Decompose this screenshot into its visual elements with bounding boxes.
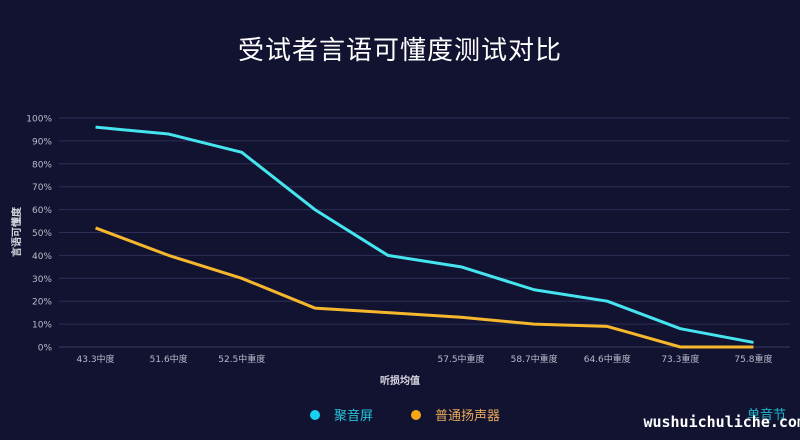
y-axis-label: 言语可懂度: [10, 206, 23, 257]
x-tick-label: 58.7中重度: [511, 353, 558, 365]
legend-label: 普通扬声器: [435, 409, 501, 424]
x-tick-label: 75.8重度: [734, 353, 772, 365]
y-tick-label: 50%: [32, 229, 52, 239]
watermark-cn: 单音节: [746, 408, 786, 423]
legend-label: 聚音屏: [334, 409, 374, 424]
grid-lines: [59, 117, 790, 348]
legend: 聚音屏 普通扬声器: [310, 405, 500, 424]
y-tick-label: 40%: [32, 252, 52, 262]
y-tick-label: 20%: [32, 298, 52, 308]
series-line: [95, 226, 754, 349]
y-axis-ticks: 0% 10% 20% 30% 40% 50% 60% 70% 80% 90% 100%: [26, 115, 52, 354]
x-tick-label: 52.5中重度: [218, 353, 265, 365]
legend-item-speaker[interactable]: 普通扬声器: [411, 405, 500, 424]
x-tick-label: 51.6中度: [150, 353, 188, 365]
x-tick-label: 64.6中重度: [584, 353, 631, 365]
y-tick-label: 10%: [32, 321, 52, 331]
x-tick-label: 73.3重度: [661, 353, 699, 365]
x-tick-label: 43.3中度: [77, 353, 115, 365]
y-tick-label: 0%: [38, 344, 53, 354]
series-lines: [95, 125, 754, 349]
line-chart: 0% 10% 20% 30% 40% 50% 60% 70% 80% 90% 100% 43.3中度…: [10, 115, 790, 387]
series-dot-icon: [310, 409, 320, 420]
x-axis-ticks: 43.3中度 51.6中度 52.5中重度 57.5中重度 58.7中重度 64.6中重度…: [77, 353, 773, 365]
chart-title: 受试者言语可懂度测试对比: [237, 36, 562, 66]
watermark-url: wushuichuliche.com: [643, 413, 800, 431]
y-tick-label: 100%: [26, 115, 52, 125]
y-tick-label: 80%: [32, 160, 52, 170]
legend-item-jyp[interactable]: 聚音屏: [310, 405, 373, 424]
series-dot-icon: [411, 409, 422, 420]
x-tick-label: 57.5中重度: [438, 353, 485, 365]
y-tick-label: 30%: [32, 275, 52, 285]
x-axis-label: 听损均值: [380, 374, 420, 387]
y-tick-label: 60%: [32, 206, 52, 216]
y-tick-label: 90%: [32, 137, 52, 147]
y-tick-label: 70%: [32, 183, 52, 193]
series-line: [95, 125, 754, 344]
